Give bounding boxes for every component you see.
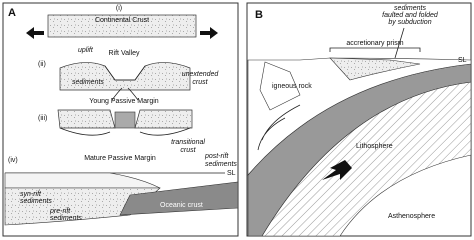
note: Oceanic crust <box>160 202 203 209</box>
igneous-rock <box>259 61 301 111</box>
note: pre-rift sediments <box>49 208 82 222</box>
note: syn-rift sediments <box>20 191 52 205</box>
accretionary-prism <box>329 57 421 81</box>
stage-title: Continental Crust <box>95 17 149 24</box>
note: SL <box>458 57 467 64</box>
stage-title: Young Passive Margin <box>89 98 159 105</box>
note: sediments <box>72 79 104 86</box>
bracket <box>329 47 421 52</box>
note: sediments faulted and folded by subduction <box>382 5 439 26</box>
arrow <box>200 27 218 39</box>
arrow <box>59 127 191 136</box>
panel-a: A (i) Continental Crust (ii) Rift Valley… <box>2 2 239 237</box>
stage-numeral: (iii) <box>38 115 47 122</box>
note: igneous rock <box>272 83 312 90</box>
crust <box>57 109 193 129</box>
crust <box>47 14 197 38</box>
note: post-rift sediments <box>204 153 237 168</box>
note: uplift <box>78 47 94 54</box>
note: unextended crust <box>182 71 220 86</box>
stage-title: Rift Valley <box>109 50 140 57</box>
arrow <box>26 27 44 39</box>
arrow <box>322 160 352 180</box>
stage-numeral: (ii) <box>38 61 46 68</box>
stage-numeral: (i) <box>116 5 122 12</box>
transitional-crust <box>114 111 136 129</box>
leader <box>394 27 405 59</box>
overriding-plate <box>247 57 472 176</box>
note: Lithosphere <box>356 143 393 150</box>
fault <box>104 65 146 81</box>
note: accretionary prism <box>346 40 403 47</box>
stage-numeral: (iv) <box>8 157 18 164</box>
stage-title: Mature Passive Margin <box>84 155 156 162</box>
arrow <box>111 87 139 101</box>
oceanic-crust <box>119 181 239 216</box>
note: transitional crust <box>171 139 205 154</box>
arrow <box>257 104 301 151</box>
note: SL <box>227 170 236 177</box>
panel-b: B sediments faulted and folded by subducti… <box>246 2 472 237</box>
panel-label: B <box>255 9 263 21</box>
crust <box>4 187 161 226</box>
note: Asthenosphere <box>388 213 435 220</box>
panel-label: A <box>8 7 16 19</box>
